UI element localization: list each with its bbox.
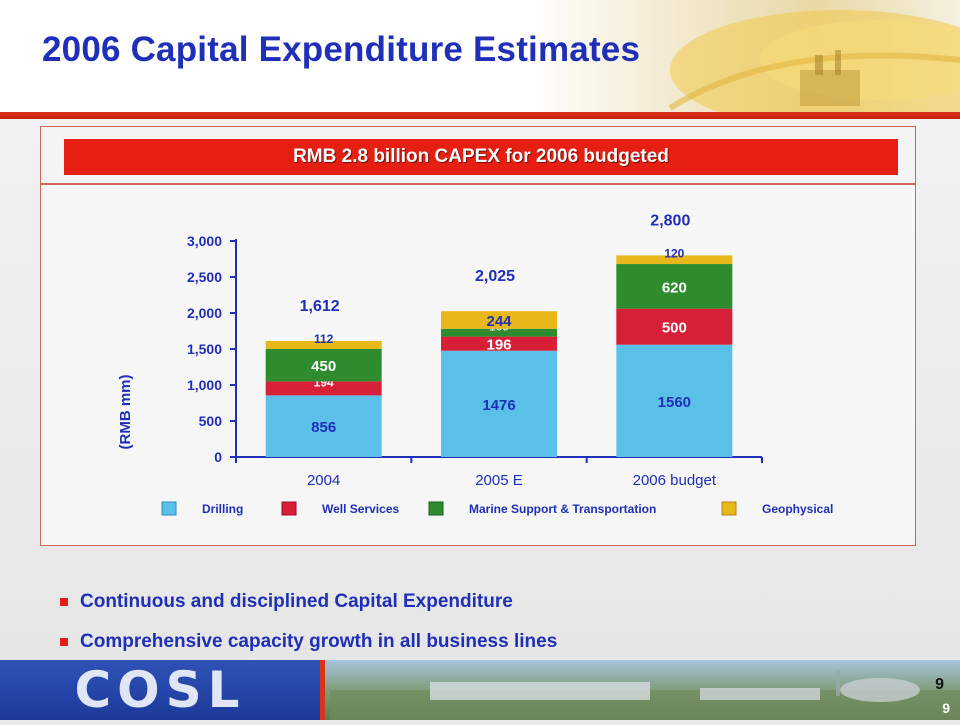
x-category-label: 2005 E	[475, 472, 523, 489]
bar-segment-marine-support-transportation	[265, 349, 382, 382]
data-label: 620	[662, 279, 687, 296]
data-label: 450	[311, 358, 336, 375]
legend-swatch	[281, 501, 297, 516]
cosl-logo: COSL	[0, 660, 320, 720]
bullet-item: Continuous and disciplined Capital Expen…	[60, 582, 557, 622]
y-axis-label: (RMB mm)	[117, 375, 134, 450]
bar-segment-marine-support-transportation	[441, 328, 557, 337]
x-category-label: 2006 budget	[633, 472, 717, 489]
bullet-text: Comprehensive capacity growth in all bus…	[80, 631, 558, 652]
total-label: 2,800	[650, 212, 690, 229]
legend-swatch	[161, 501, 177, 516]
y-tick-label: 2,500	[187, 269, 222, 285]
bullet-text: Continuous and disciplined Capital Expen…	[80, 591, 513, 612]
slide-title: 2006 Capital Expenditure Estimates	[42, 30, 641, 69]
bar-segment-well-services	[616, 308, 733, 345]
header-rule	[0, 112, 960, 119]
y-tick-label: 2,000	[187, 305, 222, 321]
footer-landscape	[330, 670, 960, 720]
bar-segment-well-services	[265, 381, 382, 396]
legend-label: Marine Support & Transportation	[469, 502, 656, 516]
data-label: 1560	[658, 394, 691, 411]
legend-label: Geophysical	[762, 502, 833, 516]
bar-segment-drilling	[616, 344, 733, 457]
legend-swatch	[721, 501, 737, 516]
legend-swatch	[428, 501, 444, 516]
bars: 8561944501121,612200414761961092442,0252…	[265, 212, 733, 489]
header-decoration	[668, 10, 960, 112]
bar-segment-drilling	[441, 350, 557, 457]
bar-segment-drilling	[265, 395, 382, 457]
data-label: 244	[486, 313, 512, 330]
legend: Drilling Well Services Marine Support & Tr…	[161, 501, 833, 516]
data-label: 112	[314, 332, 334, 346]
y-tick-label: 500	[199, 413, 223, 429]
page-number-repeat: 9	[942, 700, 950, 716]
bullet-marker	[60, 638, 68, 646]
bar-segment-geophysical	[616, 255, 733, 265]
y-tick-label: 3,000	[187, 233, 222, 249]
bar-segment-well-services	[441, 336, 557, 351]
data-label: 120	[664, 247, 684, 261]
y-tick-label: 1,000	[187, 377, 222, 393]
data-label: 856	[311, 419, 336, 436]
data-label: 500	[662, 320, 687, 337]
y-tick-label: 0	[214, 449, 222, 465]
total-label: 2,025	[475, 268, 515, 285]
bullet-item: Comprehensive capacity growth in all bus…	[60, 622, 557, 662]
data-label: 1476	[482, 397, 515, 414]
bar-segment-marine-support-transportation	[616, 264, 733, 309]
x-category-label: 2004	[307, 472, 340, 489]
logo-text: COSL	[74, 661, 246, 719]
bullet-marker	[60, 598, 68, 606]
capex-banner: RMB 2.8 billion CAPEX for 2006 budgeted	[64, 139, 898, 175]
bar-segment-geophysical	[265, 340, 382, 349]
y-tick-label: 1,500	[187, 341, 222, 357]
total-label: 1,612	[300, 298, 340, 315]
bullet-list: Continuous and disciplined Capital Expen…	[60, 582, 557, 662]
legend-label: Well Services	[322, 502, 399, 516]
page-number: 9	[935, 676, 944, 693]
bar-segment-geophysical	[441, 311, 557, 329]
data-label: 196	[486, 337, 511, 354]
header-band	[0, 0, 960, 112]
footer-divider	[320, 660, 325, 720]
legend-label: Drilling	[202, 502, 243, 516]
